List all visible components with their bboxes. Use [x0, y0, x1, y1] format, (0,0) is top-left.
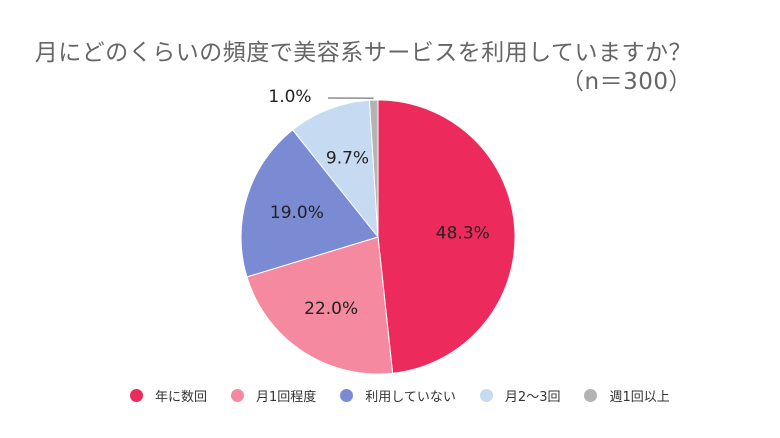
legend-marker-3: [479, 389, 493, 402]
legend-item-3: 月2〜3回: [479, 386, 561, 405]
legend-label-4: 週1回以上: [609, 390, 670, 405]
data-label-1: 22.0%: [304, 299, 358, 319]
legend-label-3: 月2〜3回: [504, 390, 561, 405]
pie-slice-1: [246, 236, 394, 375]
legend-label-1: 月1回程度: [256, 390, 317, 405]
data-label-0: 48.3%: [436, 223, 490, 243]
legend-label-2: 利用していない: [365, 390, 456, 405]
chart-title: 月にどのくらいの頻度で美容系サービスを利用していますか？: [34, 40, 692, 66]
legend-item-0: 年に数回: [130, 386, 207, 405]
legend-marker-1: [231, 389, 245, 402]
pie-slice-0: [377, 99, 516, 374]
pie-slice-2: [240, 129, 379, 278]
legend-marker-2: [340, 389, 354, 402]
legend-label-0: 年に数回: [155, 390, 208, 405]
data-label-3: 9.7%: [326, 149, 369, 169]
data-label-4: 1.0%: [268, 87, 311, 107]
legend-item-1: 月1回程度: [231, 386, 316, 405]
legend-marker-4: [584, 389, 598, 402]
legend-marker-0: [130, 389, 143, 402]
legend-item-2: 利用していない: [340, 386, 456, 405]
pie-slice-3: [291, 99, 379, 239]
pie-slice-4: [368, 99, 379, 238]
data-label-2: 19.0%: [270, 203, 324, 223]
chart-subtitle: （n＝300）: [561, 69, 692, 95]
legend: 年に数回 月1回程度 利用していない 月2〜3回 週1回以上: [130, 386, 694, 405]
legend-item-4: 週1回以上: [584, 386, 670, 405]
